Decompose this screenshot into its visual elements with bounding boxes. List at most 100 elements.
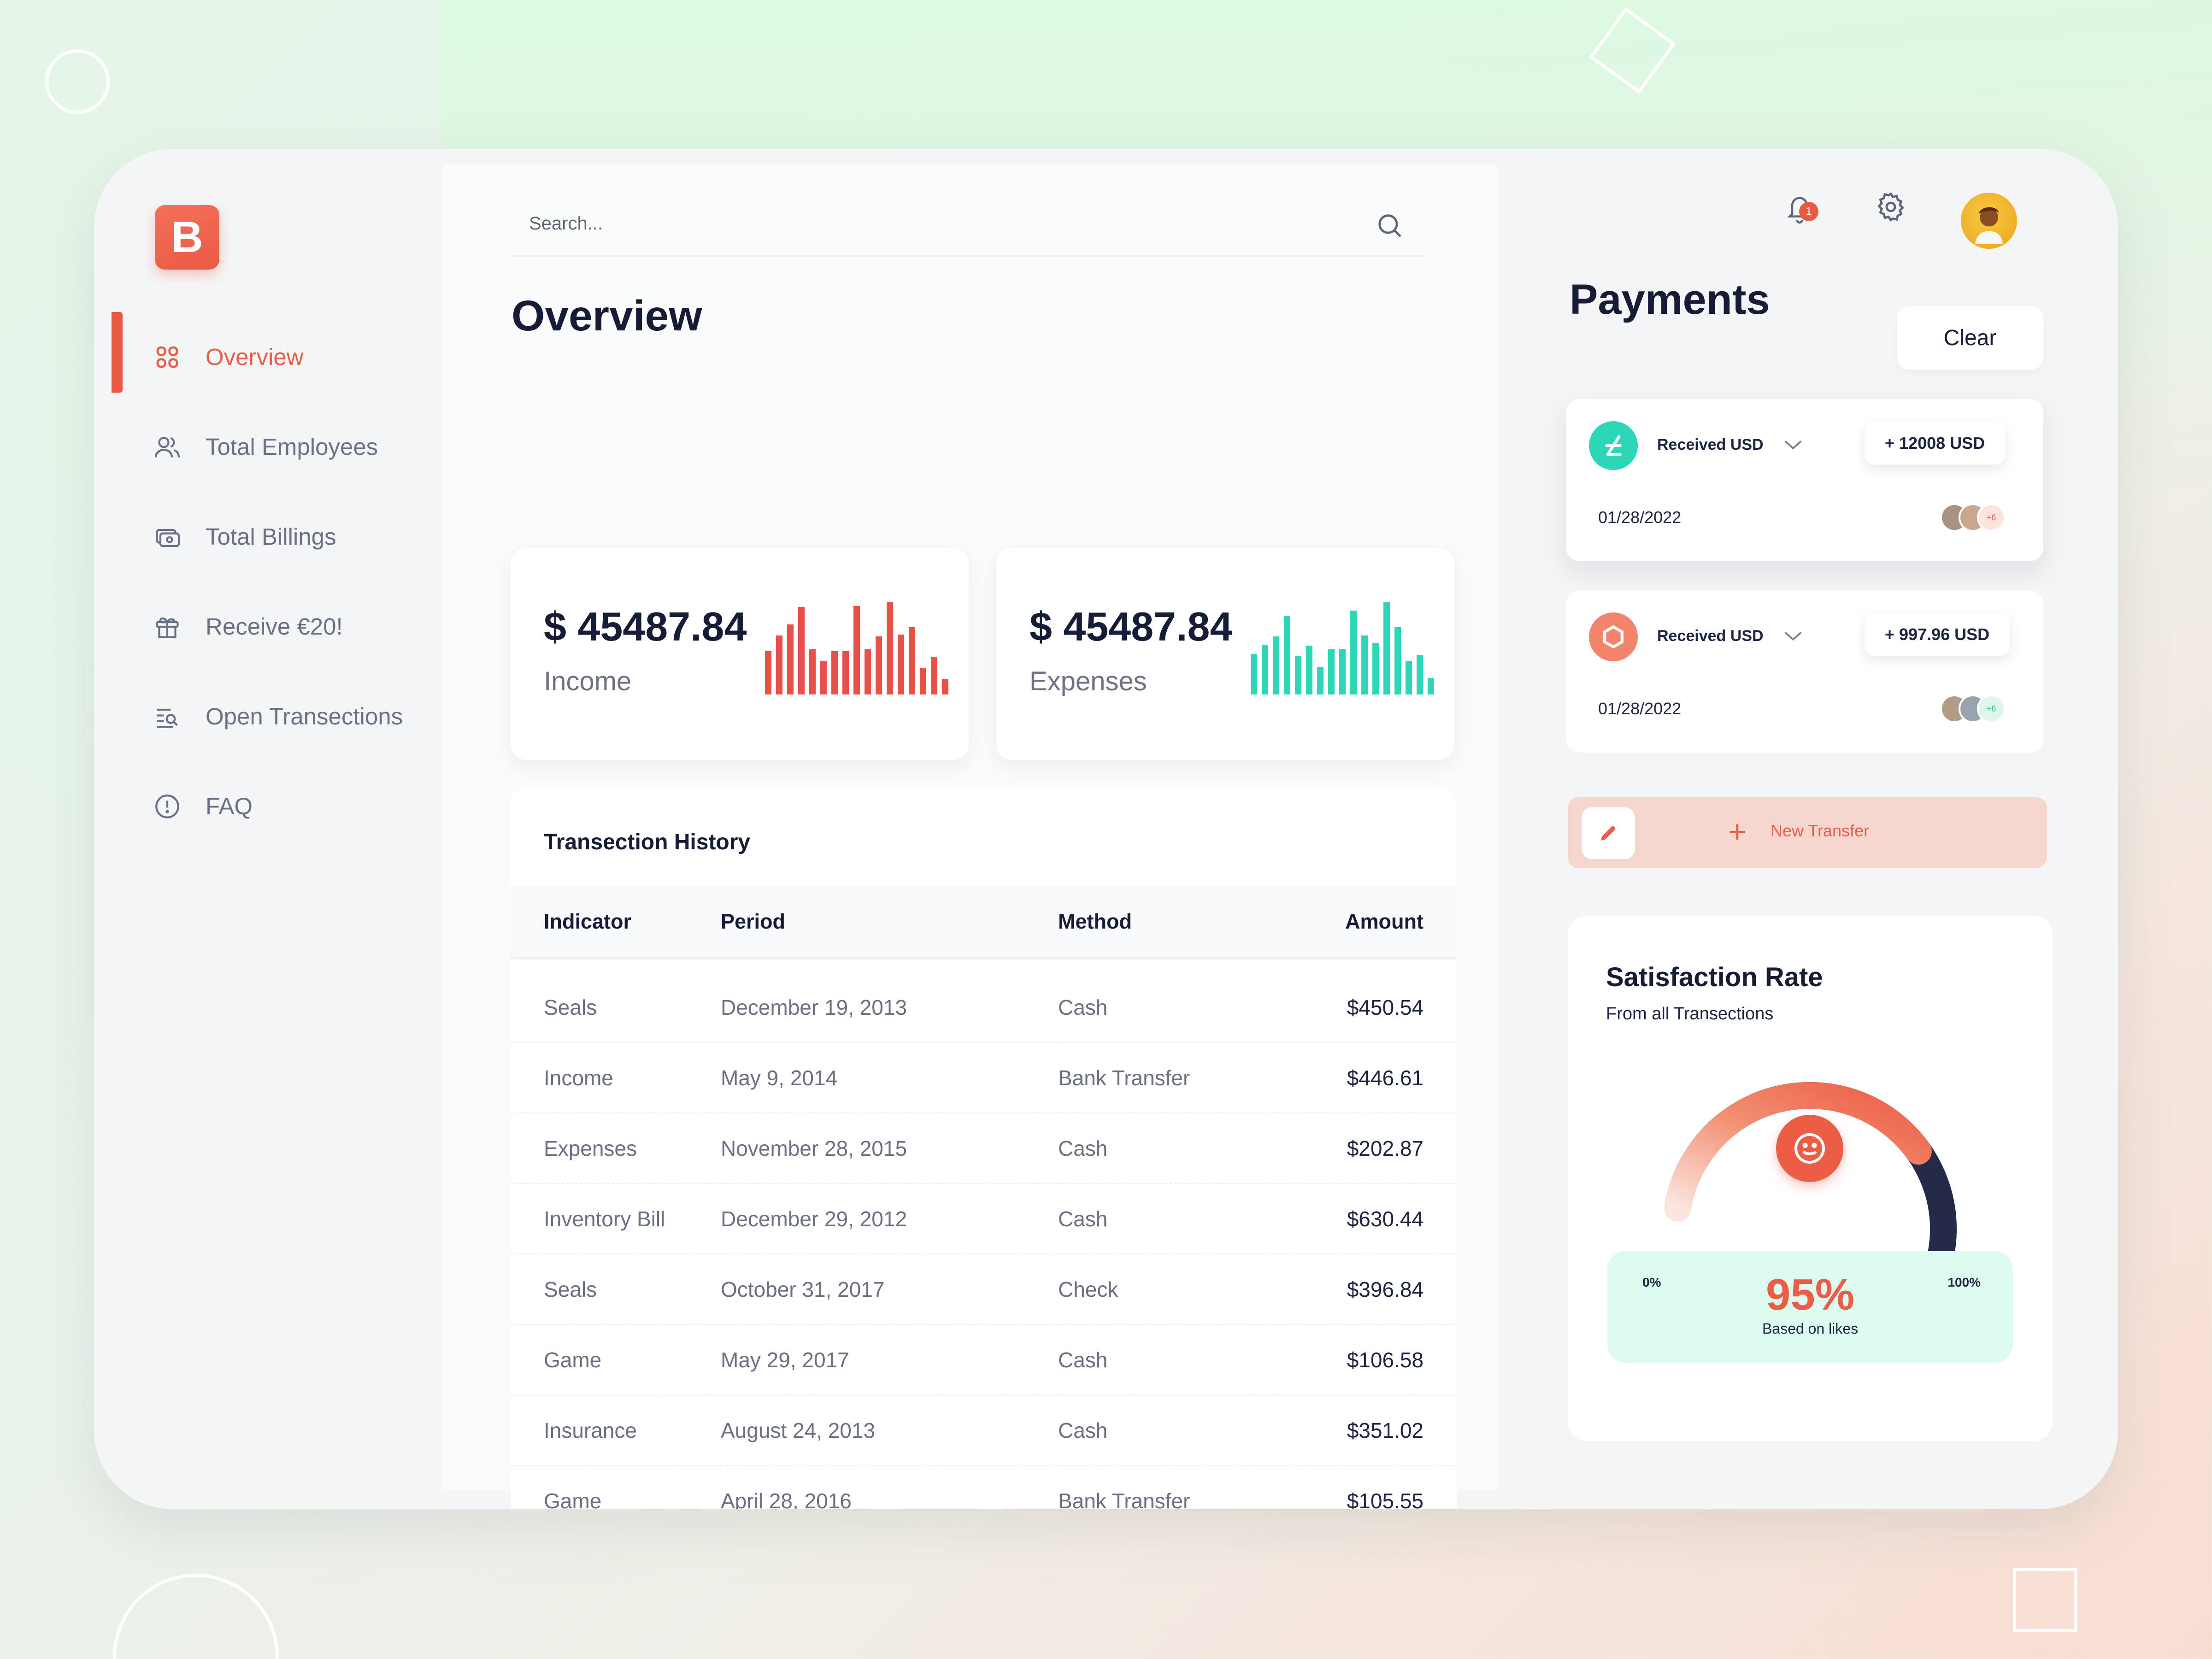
table-row[interactable]: Expenses November 28, 2015 Cash $202.87 bbox=[511, 1113, 1457, 1184]
sidebar-item-open-transections[interactable]: Open Transections bbox=[94, 671, 442, 761]
spark-bar bbox=[842, 651, 849, 694]
column-header-method[interactable]: Method bbox=[1058, 887, 1307, 959]
user-avatar[interactable] bbox=[1961, 193, 2017, 249]
cell-period: October 31, 2017 bbox=[721, 1254, 1058, 1325]
spark-bar bbox=[931, 657, 937, 694]
spark-bar bbox=[909, 627, 915, 694]
expenses-bar-sparkline bbox=[1251, 602, 1434, 694]
info-icon bbox=[153, 792, 182, 821]
spark-bar bbox=[1262, 645, 1268, 694]
table-row[interactable]: Game May 29, 2017 Cash $106.58 bbox=[511, 1324, 1457, 1395]
pencil-icon bbox=[1582, 807, 1635, 859]
cell-indicator: Seals bbox=[511, 958, 721, 1043]
table-row[interactable]: Seals December 19, 2013 Cash $450.54 bbox=[511, 958, 1457, 1043]
cell-method: Bank Transfer bbox=[1058, 1042, 1307, 1113]
clear-button[interactable]: Clear bbox=[1897, 306, 2043, 370]
cell-amount: $446.61 bbox=[1307, 1042, 1457, 1113]
satisfaction-title: Satisfaction Rate bbox=[1606, 962, 1823, 992]
cell-method: Cash bbox=[1058, 958, 1307, 1043]
cell-amount: $630.44 bbox=[1307, 1183, 1457, 1254]
spark-bar bbox=[776, 635, 782, 694]
satisfaction-basis: Based on likes bbox=[1762, 1320, 1859, 1337]
table-row[interactable]: Income May 9, 2014 Bank Transfer $446.61 bbox=[511, 1042, 1457, 1113]
income-label: Income bbox=[544, 666, 632, 696]
gauge-fill bbox=[1664, 1082, 1932, 1222]
cell-amount: $105.55 bbox=[1307, 1465, 1457, 1509]
search-input[interactable] bbox=[529, 213, 1359, 234]
spark-bar bbox=[765, 651, 771, 694]
sidebar-item-faq[interactable]: FAQ bbox=[94, 761, 442, 851]
cell-method: Cash bbox=[1058, 1113, 1307, 1184]
chevron-down-icon[interactable] bbox=[1783, 629, 1804, 645]
list-search-icon bbox=[153, 702, 182, 731]
users-icon bbox=[153, 433, 182, 461]
participant-avatars[interactable]: +6 bbox=[1940, 694, 2006, 727]
spark-bar bbox=[1394, 627, 1401, 694]
payment-label: Received USD bbox=[1657, 627, 1764, 645]
income-card[interactable]: $ 45487.84 Income bbox=[511, 548, 969, 760]
grid-icon bbox=[153, 343, 182, 371]
sidebar-item-label: Total Employees bbox=[206, 434, 378, 460]
spark-bar bbox=[809, 649, 816, 694]
cell-indicator: Seals bbox=[511, 1254, 721, 1325]
column-header-indicator[interactable]: Indicator bbox=[511, 887, 721, 959]
gauge-min-label: 0% bbox=[1642, 1275, 1661, 1289]
payment-card[interactable]: Received USD + 12008 USD 01/28/2022 +6 bbox=[1566, 399, 2043, 561]
spark-bar bbox=[1383, 602, 1390, 694]
transaction-history-card: Transection History Indicator Period Met… bbox=[511, 788, 1457, 1509]
table-row[interactable]: Game April 28, 2016 Bank Transfer $105.55 bbox=[511, 1465, 1457, 1509]
sidebar-item-overview[interactable]: Overview bbox=[94, 312, 442, 402]
table-row[interactable]: Inventory Bill December 29, 2012 Cash $630.… bbox=[511, 1183, 1457, 1254]
column-header-amount[interactable]: Amount bbox=[1307, 887, 1457, 959]
page-title: Overview bbox=[512, 292, 702, 340]
right-panel: 1 Payments Clear Received USD + 12008 US… bbox=[1498, 149, 2118, 1509]
table-row[interactable]: Insurance August 24, 2013 Cash $351.02 bbox=[511, 1395, 1457, 1466]
chevron-down-icon[interactable] bbox=[1783, 438, 1804, 454]
spark-bar bbox=[798, 607, 805, 694]
income-amount: $ 45487.84 bbox=[544, 604, 747, 649]
cell-method: Bank Transfer bbox=[1058, 1465, 1307, 1509]
brand-logo[interactable]: B bbox=[155, 205, 219, 270]
participant-avatars[interactable]: +6 bbox=[1940, 503, 2006, 535]
smile-icon bbox=[1776, 1115, 1843, 1182]
spark-bar bbox=[920, 668, 926, 694]
satisfaction-value-panel: 0% 100% 95% Based on likes bbox=[1607, 1251, 2013, 1363]
spark-bar bbox=[1273, 636, 1279, 694]
cell-period: December 29, 2012 bbox=[721, 1183, 1058, 1254]
search-bar bbox=[511, 192, 1426, 257]
satisfaction-card: Satisfaction Rate From all Transections … bbox=[1568, 916, 2053, 1441]
gear-icon[interactable] bbox=[1874, 190, 1907, 226]
cell-method: Check bbox=[1058, 1254, 1307, 1325]
spark-bar bbox=[787, 624, 794, 694]
cell-method: Cash bbox=[1058, 1395, 1307, 1466]
decor-circle bbox=[113, 1574, 279, 1659]
spark-bar bbox=[1328, 649, 1335, 694]
cell-indicator: Insurance bbox=[511, 1395, 721, 1466]
payment-date: 01/28/2022 bbox=[1598, 699, 1682, 718]
spark-bar bbox=[853, 606, 860, 694]
cell-period: December 19, 2013 bbox=[721, 958, 1058, 1043]
spark-bar bbox=[876, 636, 882, 694]
transaction-history-title: Transection History bbox=[544, 830, 751, 854]
more-avatars-count: +6 bbox=[1977, 503, 2006, 532]
sidebar-item-label: Total Billings bbox=[206, 524, 336, 550]
plus-icon: + bbox=[1728, 814, 1747, 849]
cell-period: April 28, 2016 bbox=[721, 1465, 1058, 1509]
sidebar-item-total-employees[interactable]: Total Employees bbox=[94, 402, 442, 492]
cell-amount: $351.02 bbox=[1307, 1395, 1457, 1466]
table-row[interactable]: Seals October 31, 2017 Check $396.84 bbox=[511, 1254, 1457, 1325]
payment-card[interactable]: Received USD + 997.96 USD 01/28/2022 +6 bbox=[1566, 590, 2043, 753]
expenses-card[interactable]: $ 45487.84 Expenses bbox=[996, 548, 1454, 760]
sidebar-item-total-billings[interactable]: Total Billings bbox=[94, 492, 442, 582]
sidebar-item-label: FAQ bbox=[206, 793, 253, 819]
new-transfer-button[interactable]: + New Transfer bbox=[1568, 797, 2047, 868]
column-header-period[interactable]: Period bbox=[721, 887, 1058, 959]
sidebar-item-receive-20[interactable]: Receive €20! bbox=[94, 582, 442, 671]
search-icon[interactable] bbox=[1375, 211, 1404, 242]
main-content: Overview $ 45487.84 Income $ 45487.84 Ex… bbox=[442, 165, 1498, 1509]
cell-indicator: Inventory Bill bbox=[511, 1183, 721, 1254]
app-window: B Overview Total Employees Total Billing… bbox=[94, 149, 2118, 1509]
coin-icon bbox=[1589, 421, 1638, 470]
cell-indicator: Game bbox=[511, 1324, 721, 1395]
satisfaction-gauge bbox=[1664, 1082, 1957, 1266]
